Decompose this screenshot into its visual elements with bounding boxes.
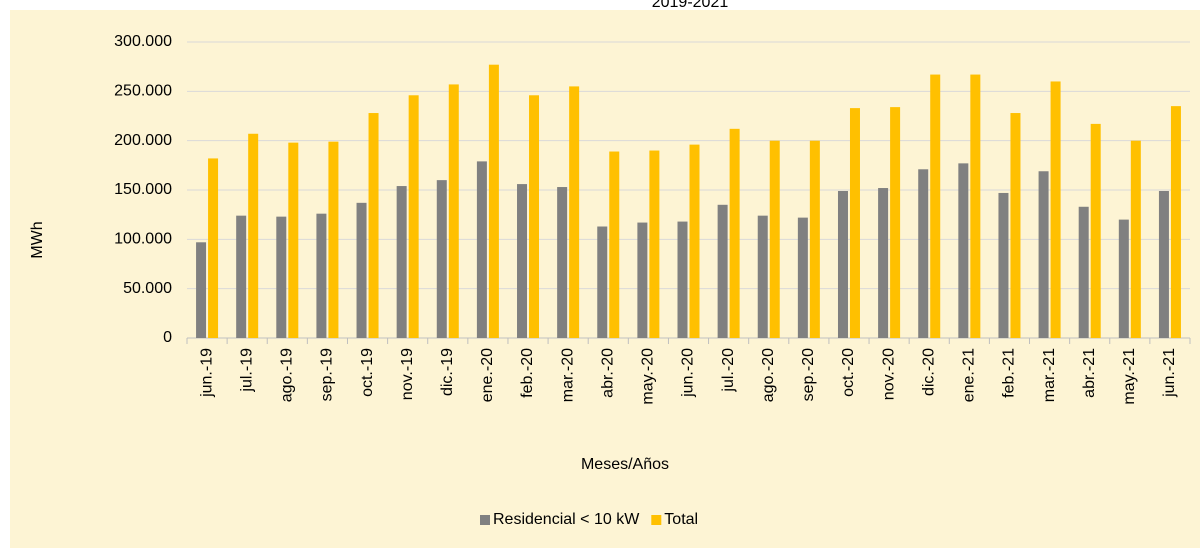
x-tick-label: jul.-20: [720, 348, 737, 393]
x-tick-label: may.-20: [640, 348, 657, 405]
bar: [809, 140, 820, 338]
y-tick-label: 50.000: [123, 280, 172, 297]
bar: [476, 161, 487, 338]
y-tick-label: 250.000: [114, 83, 172, 100]
x-tick-label: ene.-21: [961, 348, 978, 402]
bar: [396, 186, 407, 338]
bar: [1010, 113, 1021, 338]
bar: [930, 74, 941, 338]
bar: [408, 95, 419, 338]
bar: [1090, 123, 1101, 338]
x-tick-label: abr.-21: [1081, 348, 1098, 398]
y-tick-label: 300.000: [114, 33, 172, 50]
x-tick-label: ago.-20: [760, 348, 777, 402]
bar: [797, 217, 808, 338]
bar: [757, 215, 768, 338]
bar: [276, 216, 287, 338]
bar: [557, 187, 568, 338]
bar: [729, 128, 740, 338]
bar: [488, 64, 499, 339]
y-tick-label: 100.000: [114, 231, 172, 248]
bar: [1158, 190, 1169, 338]
bar: [328, 141, 339, 338]
x-tick-label: abr.-20: [599, 348, 616, 398]
bar: [769, 140, 780, 338]
bar: [436, 180, 447, 338]
bar: [236, 215, 247, 338]
bar: [208, 158, 219, 338]
legend-label: Total: [664, 511, 698, 528]
x-tick-label: dic.-19: [439, 348, 456, 396]
bar: [689, 144, 700, 338]
x-axis-label: Meses/Años: [581, 456, 669, 473]
bar: [316, 213, 327, 338]
bar: [1038, 171, 1049, 338]
x-tick-label: may.-21: [1121, 348, 1138, 405]
bar: [368, 113, 379, 338]
bar: [1130, 140, 1141, 338]
y-tick-label: 200.000: [114, 132, 172, 149]
bar: [248, 133, 259, 338]
bar: [998, 192, 1009, 338]
x-tick-label: ene.-20: [479, 348, 496, 402]
x-tick-label: jun.-19: [198, 348, 215, 398]
bar: [918, 169, 929, 338]
x-tick-label: oct.-19: [359, 348, 376, 397]
legend-label: Residencial < 10 kW: [493, 511, 640, 528]
bar: [1078, 206, 1089, 338]
bar: [890, 107, 901, 339]
bar: [1050, 81, 1061, 338]
x-tick-label: feb.-20: [519, 348, 536, 398]
bar: [1118, 219, 1129, 338]
bar: [288, 142, 299, 338]
bar: [878, 188, 889, 338]
bar: [529, 95, 540, 338]
bar: [569, 86, 580, 339]
x-tick-label: oct.-20: [840, 348, 857, 397]
x-tick-label: dic.-20: [920, 348, 937, 396]
x-tick-label: sep.-20: [800, 348, 817, 401]
x-tick-label: jul.-19: [238, 348, 255, 393]
bar: [1170, 106, 1181, 338]
x-tick-label: mar.-20: [559, 348, 576, 402]
y-tick-label: 0: [163, 329, 172, 346]
x-tick-label: nov.-19: [399, 348, 416, 400]
bar: [649, 150, 660, 338]
x-tick-label: feb.-21: [1001, 348, 1018, 398]
x-tick-label: jun.-21: [1161, 348, 1178, 398]
bar: [958, 163, 969, 338]
y-axis-label: MWh: [29, 221, 46, 258]
x-tick-label: ago.-19: [279, 348, 296, 402]
bar: [597, 226, 608, 338]
bar: [637, 222, 648, 338]
bar: [837, 190, 848, 338]
bar: [448, 84, 459, 338]
bar: [677, 221, 688, 338]
bar: [609, 151, 620, 338]
x-tick-label: jun.-20: [680, 348, 697, 398]
x-tick-label: sep.-19: [319, 348, 336, 401]
x-tick-label: mar.-21: [1041, 348, 1058, 402]
x-tick-label: nov.-20: [880, 348, 897, 400]
bar: [970, 74, 981, 338]
chart-title: 2019-2021: [652, 0, 729, 11]
bar: [717, 204, 728, 338]
legend-swatch: [651, 515, 662, 525]
bar: [196, 242, 207, 338]
legend-swatch: [480, 515, 490, 525]
bar: [517, 184, 528, 338]
bar: [356, 202, 367, 338]
bar: [849, 108, 860, 339]
y-tick-label: 150.000: [114, 181, 172, 198]
